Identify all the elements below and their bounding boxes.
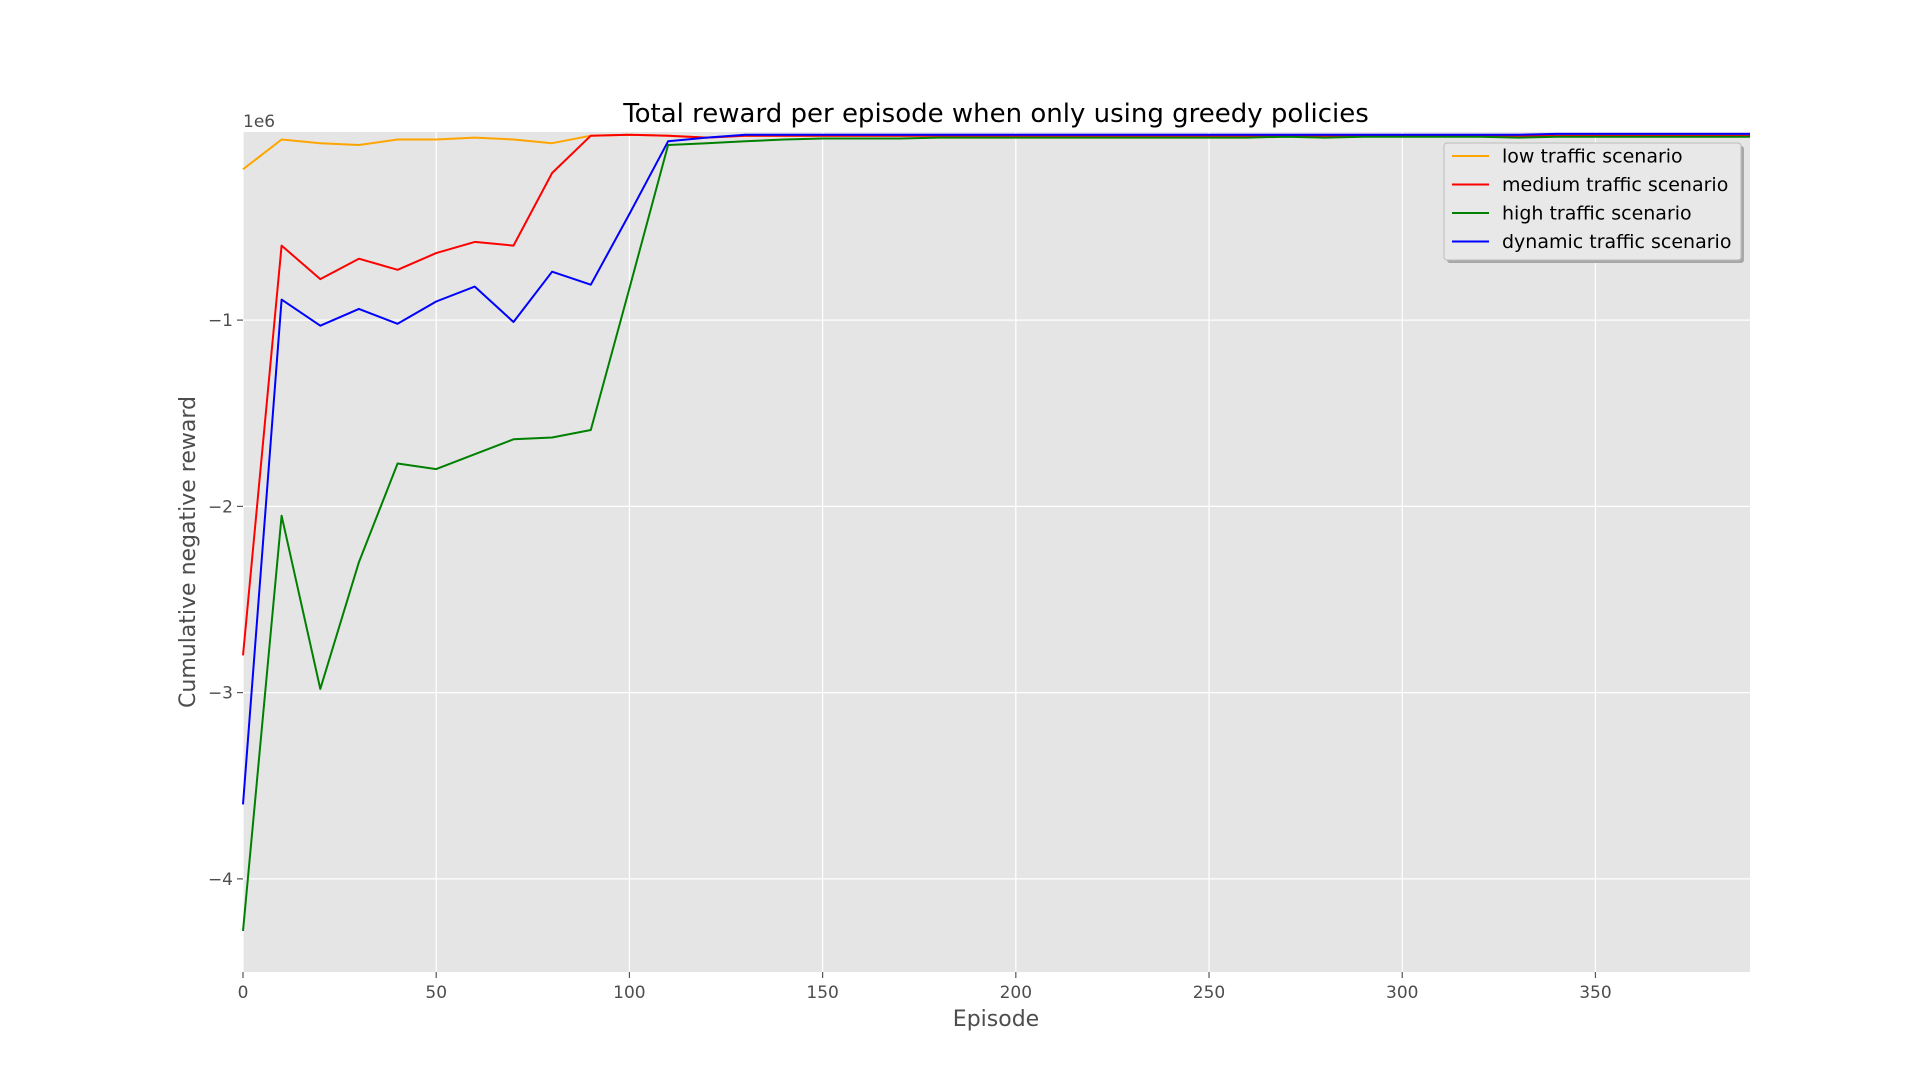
- x-tick-label: 200: [1000, 983, 1032, 1003]
- series-line-2: [242, 135, 1750, 932]
- x-axis-ticks: 0 50 100 150 200 250 300 350: [238, 972, 1612, 1003]
- x-axis-label: Episode: [953, 1007, 1039, 1032]
- x-tick-label: 150: [806, 983, 838, 1003]
- y-tick-label: −4: [208, 870, 233, 890]
- y-axis-label: Cumulative negative reward: [176, 396, 201, 708]
- y-axis-offset-label: 1e6: [243, 112, 275, 132]
- x-tick-label: 50: [425, 983, 447, 1003]
- grid-lines: [242, 132, 1750, 972]
- x-tick-label: 0: [238, 983, 249, 1003]
- y-axis-ticks: −4 −3 −2 −1: [208, 311, 243, 890]
- legend-label-2: high traffic scenario: [1502, 203, 1692, 225]
- legend-label-1: medium traffic scenario: [1502, 174, 1728, 196]
- legend-items: low traffic scenario medium traffic scena…: [1452, 146, 1731, 253]
- y-tick-label: −2: [208, 497, 233, 517]
- y-tick-label: −3: [208, 684, 233, 704]
- chart-title: Total reward per episode when only using…: [622, 99, 1369, 129]
- legend-label-3: dynamic traffic scenario: [1502, 231, 1731, 253]
- legend-label-0: low traffic scenario: [1502, 146, 1683, 168]
- plot-background: [243, 132, 1750, 972]
- series-lines: [242, 132, 1750, 932]
- y-tick-label: −1: [208, 311, 233, 331]
- x-tick-label: 250: [1193, 983, 1225, 1003]
- legend: low traffic scenario medium traffic scena…: [1443, 142, 1744, 263]
- legend-box: [1443, 142, 1742, 261]
- x-tick-label: 300: [1386, 983, 1418, 1003]
- x-tick-label: 350: [1579, 983, 1611, 1003]
- series-line-3: [242, 132, 1750, 805]
- x-tick-label: 100: [613, 983, 645, 1003]
